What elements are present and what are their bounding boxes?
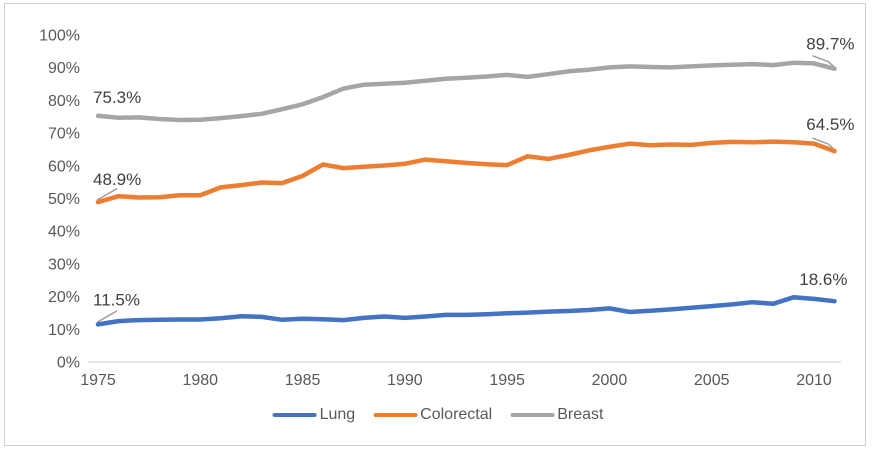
x-tick-label: 1975 [80,372,116,389]
data-label-leader-line [812,137,835,150]
y-tick-label: 0% [57,355,80,372]
x-tick-label: 2005 [694,372,730,389]
data-label-breast-last: 89.7% [806,35,854,54]
x-tick-label: 2010 [796,372,832,389]
y-tick-label: 80% [48,93,80,110]
series-line-lung [95,295,837,327]
legend-label-lung: Lung [319,406,356,423]
series-line-colorectal [95,139,837,205]
legend-item-colorectal: Colorectal [373,406,492,424]
y-tick-label: 100% [39,28,80,45]
data-label-lung-last: 18.6% [799,270,847,289]
legend-item-breast: Breast [510,406,603,424]
data-label-leader-line [96,187,118,201]
data-label-lung-first: 11.5% [93,290,140,309]
x-tick-label: 2000 [592,372,628,389]
y-tick-label: 50% [48,191,80,208]
data-label-leader-line [96,310,118,324]
legend-swatch-breast-icon [510,412,555,418]
data-label-breast-first: 75.3% [93,88,141,107]
series-line-breast [95,60,837,123]
data-label-colorectal-last: 64.5% [806,115,854,134]
y-tick-label: 60% [48,158,80,175]
legend-label-breast: Breast [557,406,604,423]
chart-frame [4,3,866,446]
legend-swatch-colorectal-icon [373,412,418,418]
y-tick-label: 10% [48,322,80,339]
x-tick-label: 1985 [285,372,321,389]
chart-legend: Lung Colorectal Breast [272,406,603,424]
legend-swatch-lung-icon [272,412,317,418]
y-tick-label: 90% [48,60,80,77]
x-tick-label: 1980 [182,372,218,389]
data-label-colorectal-first: 48.9% [93,170,141,189]
legend-label-colorectal: Colorectal [420,406,493,423]
y-tick-label: 20% [48,289,80,306]
y-tick-label: 30% [48,256,80,273]
data-label-leader-line [812,55,835,68]
x-tick-label: 1995 [489,372,525,389]
y-tick-label: 40% [48,224,80,241]
x-tick-label: 1990 [387,372,423,389]
legend-item-lung: Lung [272,406,356,424]
y-tick-label: 70% [48,126,80,143]
